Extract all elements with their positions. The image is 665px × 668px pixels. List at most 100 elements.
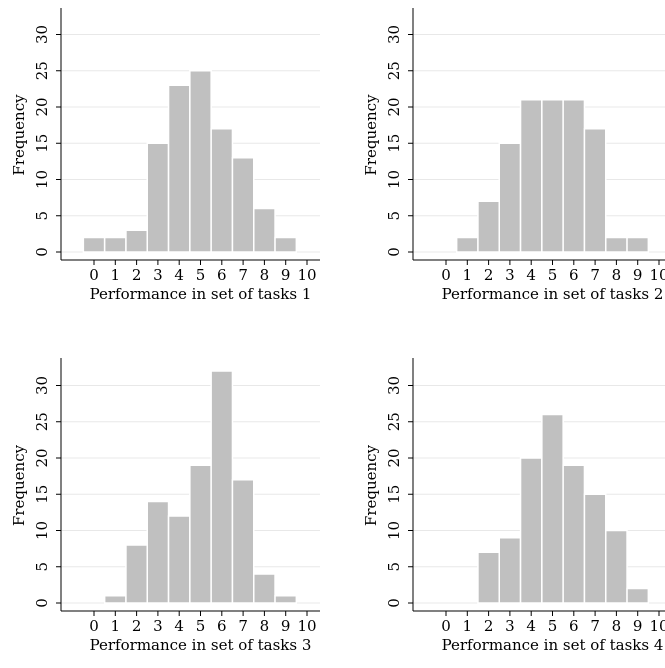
x-tick-label: 2 (484, 266, 494, 284)
y-tick-label: 20 (33, 97, 51, 116)
y-tick-label: 5 (385, 562, 403, 572)
histogram-bar (274, 236, 298, 253)
x-tick-label: 8 (612, 617, 622, 635)
x-tick-label: 4 (526, 617, 536, 635)
x-tick-label: 2 (484, 617, 494, 635)
y-tick-label: 10 (385, 170, 403, 189)
y-tick-label: 30 (385, 376, 403, 395)
y-tick-label: 10 (33, 521, 51, 540)
x-tick-label: 4 (526, 266, 536, 284)
y-tick-label: 30 (33, 376, 51, 395)
histogram-bar (125, 229, 148, 253)
histogram-bar (455, 236, 479, 253)
y-tick-label: 0 (385, 598, 403, 608)
histogram-bar (82, 236, 106, 253)
y-axis-label: Frequency (362, 444, 380, 526)
y-tick-label: 25 (33, 61, 51, 80)
x-tick-label: 9 (281, 266, 291, 284)
y-tick-label: 30 (385, 25, 403, 44)
histogram-bar (103, 236, 127, 253)
x-tick-label: 9 (281, 617, 291, 635)
x-tick-label: 1 (111, 617, 121, 635)
y-tick-label: 20 (385, 448, 403, 467)
y-tick-label: 20 (33, 448, 51, 467)
y-axis-label: Frequency (362, 94, 380, 176)
x-tick-label: 10 (297, 266, 316, 284)
x-tick-label: 6 (569, 266, 579, 284)
x-axis-label: Performance in set of tasks 3 (90, 636, 312, 654)
x-tick-label: 3 (505, 266, 515, 284)
x-tick-label: 6 (217, 266, 227, 284)
y-tick-label: 0 (33, 247, 51, 257)
histogram-bar (626, 587, 650, 604)
histogram-bar (189, 464, 212, 604)
x-tick-label: 7 (238, 617, 248, 635)
histogram-bar (498, 537, 522, 604)
x-tick-label: 1 (463, 266, 473, 284)
y-axis-label: Frequency (10, 94, 28, 176)
y-tick-label: 0 (33, 598, 51, 608)
x-tick-label: 5 (196, 617, 206, 635)
histogram-bar (477, 200, 501, 253)
histogram-bar (477, 551, 501, 604)
histogram-bar (210, 128, 234, 253)
x-axis-label: Performance in set of tasks 1 (90, 285, 312, 303)
histogram-bar (541, 99, 564, 253)
x-tick-label: 8 (260, 266, 270, 284)
x-tick-label: 7 (238, 266, 248, 284)
y-tick-label: 15 (385, 134, 403, 153)
histogram-bar (189, 70, 212, 253)
histogram-bar (583, 128, 607, 253)
x-tick-label: 1 (111, 266, 121, 284)
histogram-bar (498, 142, 522, 253)
histogram-bar (103, 595, 127, 604)
histogram-bar (562, 464, 586, 604)
histogram-bar (210, 370, 234, 604)
x-tick-label: 5 (196, 266, 206, 284)
x-tick-label: 10 (649, 617, 665, 635)
histogram-bar (231, 479, 255, 604)
x-tick-label: 3 (153, 266, 163, 284)
x-tick-label: 0 (441, 266, 451, 284)
y-tick-label: 15 (385, 485, 403, 504)
x-axis-label: Performance in set of tasks 2 (442, 285, 664, 303)
x-tick-label: 10 (297, 617, 316, 635)
histogram-bar (562, 99, 586, 253)
histogram-bar (541, 413, 564, 604)
x-tick-label: 7 (590, 266, 600, 284)
y-tick-label: 15 (33, 485, 51, 504)
x-tick-label: 4 (174, 617, 184, 635)
histogram-bar (605, 529, 628, 604)
x-tick-label: 0 (89, 617, 99, 635)
histogram-bar (146, 500, 170, 604)
y-tick-label: 5 (385, 211, 403, 221)
y-tick-label: 25 (33, 412, 51, 431)
histogram-bar (231, 157, 255, 253)
y-tick-label: 5 (33, 562, 51, 572)
x-tick-label: 5 (548, 617, 558, 635)
histogram-bar (253, 573, 276, 604)
histogram-bar (167, 515, 191, 604)
y-tick-label: 25 (385, 412, 403, 431)
y-tick-label: 10 (385, 521, 403, 540)
x-tick-label: 1 (463, 617, 473, 635)
x-tick-label: 5 (548, 266, 558, 284)
x-tick-label: 3 (505, 617, 515, 635)
histogram-bar (626, 236, 650, 253)
x-tick-label: 6 (217, 617, 227, 635)
x-tick-label: 7 (590, 617, 600, 635)
histogram-bar (519, 457, 543, 604)
x-tick-label: 3 (153, 617, 163, 635)
x-axis-label: Performance in set of tasks 4 (442, 636, 664, 654)
y-tick-label: 15 (33, 134, 51, 153)
x-tick-label: 8 (260, 617, 270, 635)
histogram-bar (146, 142, 170, 253)
y-tick-label: 10 (33, 170, 51, 189)
x-tick-label: 0 (89, 266, 99, 284)
histogram-bar (167, 84, 191, 253)
